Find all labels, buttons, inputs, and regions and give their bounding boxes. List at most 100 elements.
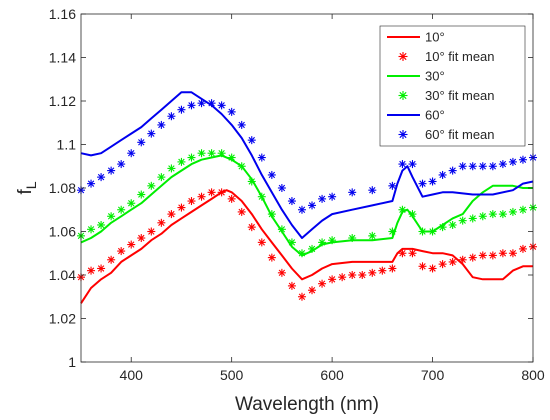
series-30deg-fit-mean-point-1 bbox=[87, 225, 96, 234]
series-30deg-fit-mean-point-37 bbox=[478, 212, 487, 221]
series-30deg-fit-mean-point-9 bbox=[167, 164, 176, 173]
x-tick-label-4: 800 bbox=[521, 367, 545, 383]
series-60deg-line bbox=[80, 91, 534, 239]
y-axis-label-sub: L bbox=[23, 181, 39, 189]
x-tick-label-2: 600 bbox=[320, 367, 344, 383]
series-30deg-fit-mean-point-7 bbox=[147, 181, 156, 190]
series-60deg-fit-mean-point-23 bbox=[308, 201, 317, 210]
series-30deg-fit-mean-point-24 bbox=[318, 238, 327, 247]
legend-item-30deg-fit-mean-swatch bbox=[398, 91, 408, 100]
series-60deg-fit-mean-point-6 bbox=[137, 138, 146, 147]
y-tick-label-6: 1.12 bbox=[49, 93, 76, 109]
series-60deg-fit-mean-point-29 bbox=[398, 160, 407, 169]
series-30deg-fit-mean-point-41 bbox=[518, 205, 527, 214]
series-10deg-fit-mean-point-38 bbox=[458, 255, 467, 264]
series-10deg-fit-mean-point-32 bbox=[398, 249, 407, 258]
series-10deg-line bbox=[80, 189, 533, 304]
legend-item-10deg-label: 10° bbox=[425, 30, 445, 45]
series-10deg-fit-mean-point-26 bbox=[338, 273, 347, 282]
series-10deg-fit-mean-point-21 bbox=[287, 281, 296, 290]
series-10deg-fit-mean-point-22 bbox=[297, 292, 306, 301]
series-30deg-fit-mean-point-19 bbox=[267, 210, 276, 219]
series-30deg-fit-mean-point-13 bbox=[207, 149, 216, 158]
series-30deg-fit-mean-point-30 bbox=[408, 210, 417, 219]
series-10deg-fit-mean-point-39 bbox=[468, 253, 477, 262]
y-tick-label-0: 1 bbox=[68, 354, 76, 370]
series-10deg-fit-mean-point-28 bbox=[358, 271, 367, 279]
series-30deg-fit-mean-point-8 bbox=[157, 173, 166, 182]
legend-item-60deg: 60° bbox=[387, 108, 445, 123]
series-10deg-fit-mean-point-25 bbox=[328, 275, 337, 284]
series-60deg-fit-mean-point-7 bbox=[147, 129, 156, 138]
series-60deg-fit-mean-point-10 bbox=[177, 105, 186, 114]
series-30deg-fit-mean-point-2 bbox=[97, 220, 106, 229]
series-60deg-fit-mean-point-28 bbox=[388, 181, 397, 190]
series-30deg-fit-mean-point-5 bbox=[127, 199, 136, 208]
series-60deg-fit-mean-point-17 bbox=[247, 136, 256, 145]
series-60deg-fit-mean-point-34 bbox=[448, 166, 457, 175]
series-30deg-fit-mean-point-6 bbox=[137, 190, 146, 199]
series-10deg-fit-mean-point-16 bbox=[237, 207, 246, 216]
y-tick-label-3: 1.06 bbox=[49, 224, 76, 240]
y-tick-label-8: 1.16 bbox=[49, 6, 76, 22]
series-10deg-fit-mean-point-6 bbox=[137, 234, 146, 243]
legend-item-30deg-label: 30° bbox=[425, 69, 445, 84]
series-60deg-fit-mean-point-37 bbox=[478, 162, 487, 171]
series-60deg-fit-mean-point-4 bbox=[117, 160, 126, 169]
legend-item-10deg-fit-mean: 10° fit mean bbox=[398, 49, 495, 64]
series-30deg-fit-mean-point-23 bbox=[308, 244, 317, 253]
y-axis-label-main: f bbox=[15, 189, 36, 195]
series-60deg-fit-mean-point-9 bbox=[167, 112, 176, 121]
series-60deg-fit-mean-point-36 bbox=[468, 162, 477, 171]
series-10deg-fit-mean-point-31 bbox=[388, 264, 397, 273]
series-60deg-fit-mean-point-30 bbox=[408, 160, 417, 169]
series-60deg-fit-mean-point-8 bbox=[157, 120, 166, 129]
series-10deg-fit-mean-point-15 bbox=[227, 194, 236, 203]
series-60deg-fit-mean-point-31 bbox=[418, 179, 427, 188]
series-10deg-fit-mean-point-33 bbox=[408, 249, 417, 258]
series-60deg-fit-mean-point-40 bbox=[508, 157, 517, 166]
series-10deg-fit-mean-point-44 bbox=[518, 244, 527, 253]
series-30deg-fit-mean-point-32 bbox=[428, 227, 437, 236]
series-10deg-fit-mean-point-29 bbox=[368, 268, 377, 277]
series-30deg-fit-mean-point-17 bbox=[247, 177, 256, 186]
series-30deg-fit-mean-point-31 bbox=[418, 227, 427, 236]
series-60deg-fit-mean-point-3 bbox=[107, 166, 116, 175]
series-30deg-fit-mean-point-36 bbox=[468, 214, 477, 223]
series-10deg-fit-mean-point-30 bbox=[378, 266, 387, 275]
series-30deg-fit-mean-point-28 bbox=[388, 227, 397, 236]
series-10deg-fit-mean-point-34 bbox=[418, 262, 427, 271]
series-60deg-fit-mean-point-27 bbox=[368, 186, 377, 195]
y-tick-label-2: 1.04 bbox=[49, 267, 76, 283]
series-10deg-fit-mean-point-14 bbox=[217, 188, 226, 197]
series-60deg-fit-mean-point-25 bbox=[328, 192, 337, 201]
legend-item-60deg-fit-mean-swatch bbox=[398, 130, 408, 139]
legend-box bbox=[379, 25, 526, 147]
series-10deg-fit-mean-point-43 bbox=[508, 249, 517, 258]
series-10deg-fit-mean-point-20 bbox=[277, 268, 286, 277]
series-30deg-fit-mean-point-25 bbox=[328, 236, 337, 245]
series-30deg-fit-mean-point-3 bbox=[107, 212, 116, 221]
series-30deg-fit-mean-point-22 bbox=[297, 249, 306, 258]
legend-item-10deg: 10° bbox=[387, 30, 445, 45]
series-60deg-fit-mean-point-21 bbox=[287, 197, 296, 206]
series-60deg-fit-mean-point-38 bbox=[488, 162, 497, 171]
series-60deg-fit-mean-point-2 bbox=[97, 173, 106, 182]
legend-item-60deg-fit-mean-label: 60° fit mean bbox=[425, 127, 495, 142]
series-10deg-fit-mean-point-35 bbox=[428, 264, 437, 273]
series-30deg-fit-mean-point-38 bbox=[488, 210, 497, 219]
series-30deg-fit-mean-point-27 bbox=[368, 231, 377, 240]
series-10deg-fit-mean-point-7 bbox=[147, 227, 156, 236]
legend: 10° 10° fit mean 30° 30° fit mean 60° 60° fit… bbox=[379, 25, 526, 147]
series-60deg-fit-mean-point-19 bbox=[267, 170, 276, 179]
series-30deg-fit-mean-point-15 bbox=[227, 153, 236, 162]
series-10deg-fit-mean-point-42 bbox=[498, 249, 507, 258]
series-10deg-fit-mean-point-3 bbox=[107, 255, 116, 264]
series-30deg-fit-mean-point-14 bbox=[217, 149, 226, 158]
series-60deg-fit-mean-point-5 bbox=[127, 149, 136, 158]
series-30deg-fit-mean-point-18 bbox=[257, 192, 266, 201]
series-layer bbox=[77, 91, 537, 304]
series-10deg-fit-mean-point-40 bbox=[478, 251, 487, 260]
series-30deg-fit-mean-point-10 bbox=[177, 157, 186, 166]
